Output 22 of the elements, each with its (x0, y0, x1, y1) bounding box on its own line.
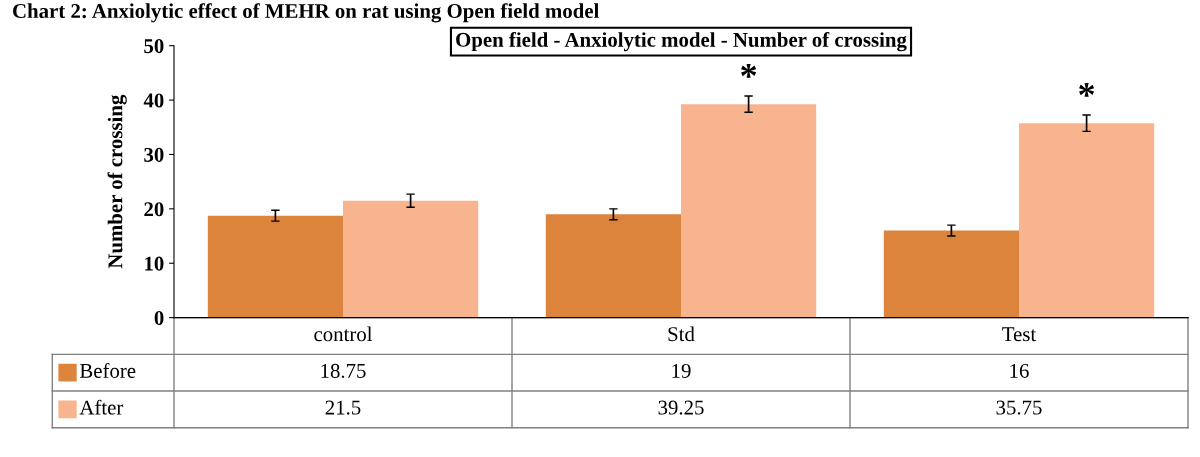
y-tick-label: 0 (154, 310, 164, 326)
y-tick-label: 30 (144, 147, 164, 162)
data-label: 21.5 (325, 400, 361, 415)
y-tick-label: 10 (145, 256, 164, 271)
data-label: 16 (1010, 363, 1029, 378)
x-tick-label: Std (668, 326, 695, 342)
y-axis-title: Number of crossing (107, 94, 127, 269)
caption: Chart 2: Anxiolytic effect of MEHR on rat using Open field model (13, 3, 599, 23)
y-tick-label: 50 (144, 39, 164, 54)
y-tick-label: 40 (143, 93, 164, 108)
x-tick-label: control (314, 326, 373, 342)
chart-title: Open field - Anxiolytic model - Number of crossing (456, 31, 907, 52)
data-label: 39.25 (658, 400, 704, 415)
x-tick-label: Test (1002, 327, 1037, 342)
annotation: * (1079, 83, 1095, 97)
data-label: 19 (672, 363, 691, 378)
legend-label: After (79, 399, 124, 415)
data-label: 35.75 (996, 400, 1042, 415)
legend-label: Before (79, 363, 136, 378)
data-label: 18.75 (321, 363, 366, 378)
y-tick-label: 20 (144, 202, 164, 217)
annotation: * (741, 64, 757, 78)
